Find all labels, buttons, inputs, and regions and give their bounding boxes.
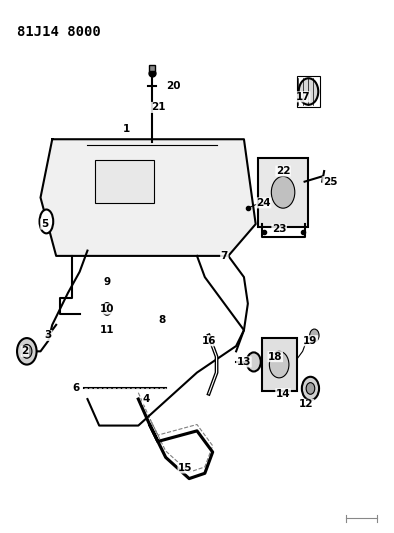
Circle shape bbox=[310, 329, 319, 342]
Text: 18: 18 bbox=[268, 352, 282, 361]
Text: 4: 4 bbox=[143, 394, 150, 404]
Text: 9: 9 bbox=[104, 277, 111, 287]
Circle shape bbox=[247, 352, 261, 372]
FancyBboxPatch shape bbox=[95, 160, 154, 203]
Circle shape bbox=[306, 383, 315, 394]
Text: 1: 1 bbox=[123, 124, 130, 134]
Text: 21: 21 bbox=[151, 102, 165, 112]
Text: 15: 15 bbox=[178, 463, 193, 473]
Text: 22: 22 bbox=[276, 166, 290, 176]
Text: 8: 8 bbox=[158, 314, 165, 325]
Text: 14: 14 bbox=[276, 389, 290, 399]
Text: 7: 7 bbox=[221, 251, 228, 261]
Circle shape bbox=[269, 351, 289, 378]
Text: 20: 20 bbox=[166, 81, 181, 91]
Circle shape bbox=[302, 377, 319, 400]
Text: 17: 17 bbox=[296, 92, 310, 102]
Text: 19: 19 bbox=[303, 336, 318, 346]
Circle shape bbox=[299, 78, 318, 105]
Circle shape bbox=[271, 176, 295, 208]
Text: 23: 23 bbox=[272, 224, 286, 235]
Text: 16: 16 bbox=[201, 336, 216, 346]
Text: 12: 12 bbox=[299, 399, 314, 409]
FancyBboxPatch shape bbox=[262, 338, 297, 391]
FancyBboxPatch shape bbox=[258, 158, 309, 227]
Text: 3: 3 bbox=[45, 330, 52, 341]
Circle shape bbox=[17, 338, 37, 365]
Text: 5: 5 bbox=[41, 219, 48, 229]
Text: 6: 6 bbox=[72, 383, 79, 393]
Polygon shape bbox=[41, 139, 256, 256]
Text: 10: 10 bbox=[100, 304, 114, 314]
Ellipse shape bbox=[39, 209, 53, 233]
Text: 2: 2 bbox=[21, 346, 28, 357]
Circle shape bbox=[22, 344, 32, 358]
Circle shape bbox=[102, 303, 112, 316]
Text: 25: 25 bbox=[323, 176, 337, 187]
Text: 11: 11 bbox=[100, 325, 114, 335]
Text: 13: 13 bbox=[237, 357, 251, 367]
Text: 24: 24 bbox=[256, 198, 271, 208]
Text: 81J14 8000: 81J14 8000 bbox=[17, 25, 101, 39]
